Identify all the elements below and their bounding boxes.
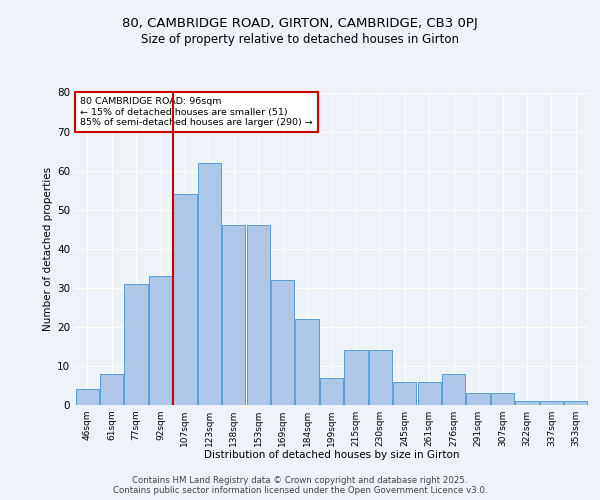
Bar <box>124 284 148 405</box>
Bar <box>149 276 172 405</box>
X-axis label: Distribution of detached houses by size in Girton: Distribution of detached houses by size … <box>204 450 459 460</box>
Text: Size of property relative to detached houses in Girton: Size of property relative to detached ho… <box>141 34 459 46</box>
Bar <box>320 378 343 405</box>
Bar <box>247 226 270 405</box>
Bar <box>515 401 539 405</box>
Bar <box>418 382 441 405</box>
Bar <box>491 394 514 405</box>
Bar <box>369 350 392 405</box>
Bar <box>76 390 99 405</box>
Bar <box>271 280 294 405</box>
Text: 80 CAMBRIDGE ROAD: 96sqm
← 15% of detached houses are smaller (51)
85% of semi-d: 80 CAMBRIDGE ROAD: 96sqm ← 15% of detach… <box>80 97 313 127</box>
Text: Contains HM Land Registry data © Crown copyright and database right 2025.
Contai: Contains HM Land Registry data © Crown c… <box>113 476 487 495</box>
Bar <box>540 401 563 405</box>
Bar <box>198 163 221 405</box>
Bar <box>222 226 245 405</box>
Bar <box>344 350 368 405</box>
Bar <box>442 374 465 405</box>
Bar <box>173 194 197 405</box>
Bar <box>466 394 490 405</box>
Bar <box>100 374 123 405</box>
Y-axis label: Number of detached properties: Number of detached properties <box>43 166 53 331</box>
Bar <box>564 401 587 405</box>
Text: 80, CAMBRIDGE ROAD, GIRTON, CAMBRIDGE, CB3 0PJ: 80, CAMBRIDGE ROAD, GIRTON, CAMBRIDGE, C… <box>122 18 478 30</box>
Bar <box>295 319 319 405</box>
Bar <box>393 382 416 405</box>
